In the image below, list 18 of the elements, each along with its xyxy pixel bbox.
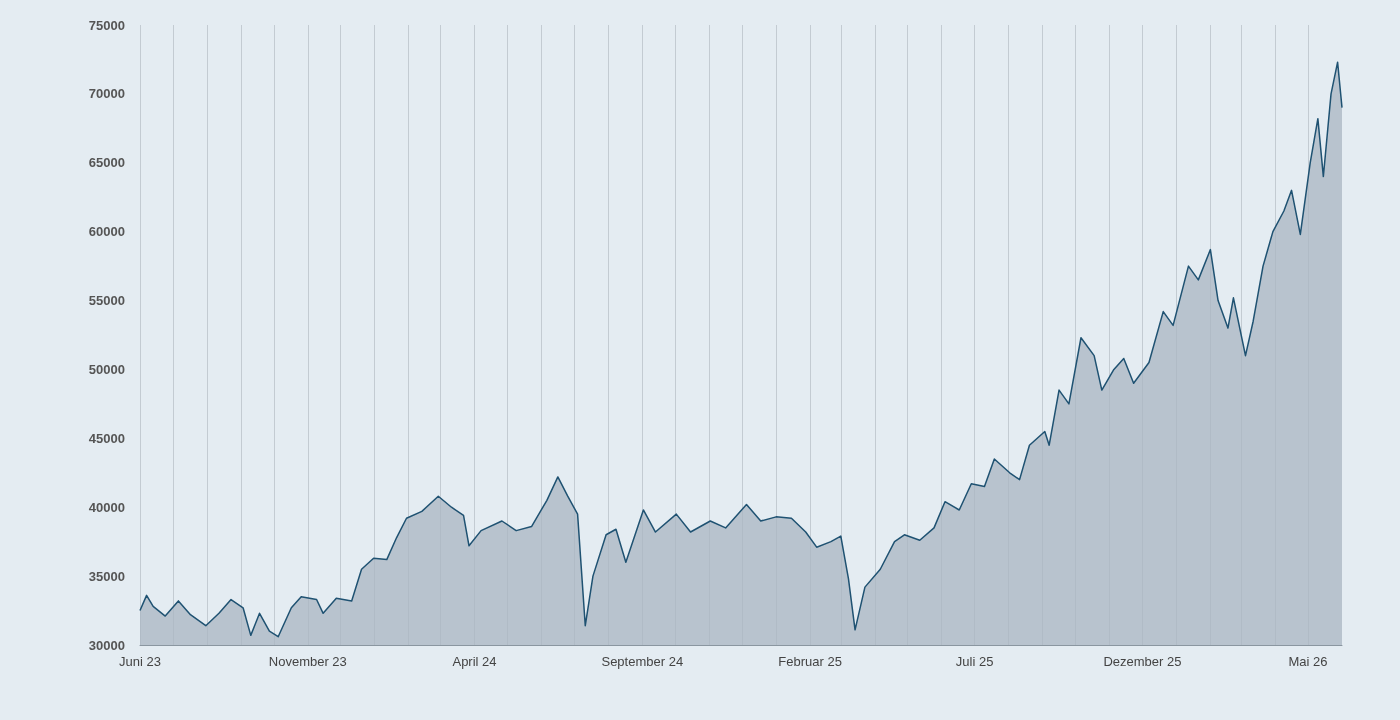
y-tick-label: 65000 (88, 155, 125, 171)
y-tick-label: 50000 (88, 361, 125, 377)
y-tick-label: 35000 (88, 568, 125, 584)
x-tick-label: Dezember 25 (1103, 654, 1182, 669)
y-tick-label: 40000 (88, 499, 125, 515)
x-tick-label: Juni 23 (119, 654, 161, 669)
x-tick-label: April 24 (452, 654, 497, 669)
x-tick-label: Juli 25 (955, 654, 994, 669)
y-tick-label: 60000 (88, 224, 125, 240)
y-tick-label: 55000 (88, 293, 125, 309)
x-tick-label: September 24 (601, 654, 684, 669)
x-tick-label: Februar 25 (778, 654, 842, 669)
y-tick-label: 75000 (88, 17, 125, 33)
x-tick-label: Mai 26 (1288, 654, 1328, 669)
y-tick-label: 45000 (88, 430, 125, 446)
x-tick-label: November 23 (268, 654, 347, 669)
y-tick-label: 70000 (88, 86, 125, 102)
y-tick-label: 30000 (88, 637, 125, 653)
